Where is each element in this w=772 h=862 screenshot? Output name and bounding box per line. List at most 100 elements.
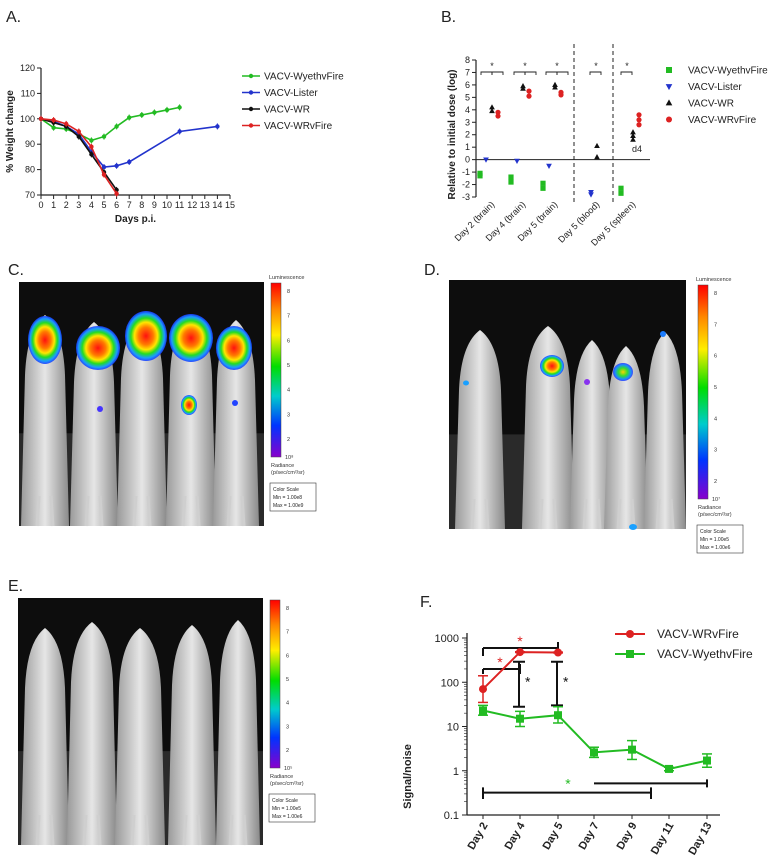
b-point [489,104,495,110]
mouse-body [21,628,69,845]
b-ytick-label: -3 [462,192,470,202]
b-point [514,158,520,165]
mouse-leg [96,814,102,846]
b-point [540,180,546,186]
b-ytick-label: 5 [465,92,470,102]
a-ytick-label: 90 [25,139,35,149]
mouse [168,625,216,846]
color-scale-tick: 6 [286,653,289,659]
f-category-label: Day 7 [577,821,602,852]
mouse [455,330,505,530]
b-ytick-label: 0 [465,155,470,165]
a-legend-label: VACV-WRvFire [264,121,333,132]
imaging-panel-d: Luminescence 8 7 6 5 4 3 2 10⁷ Radiance(p/sec/cm²… [449,277,744,554]
color-scale-tick: 3 [714,448,717,454]
color-scale-tick: 6 [287,338,290,344]
f-point [628,745,636,754]
color-scale-min: Min = 1.00e5 [700,537,729,543]
panel-letter-d: D. [424,262,440,279]
mouse-leg [35,495,41,527]
f-bracket-day5 [551,660,563,707]
color-scale-bottom: 10⁷ [712,496,720,503]
color-scale-unit-detail: (p/sec/cm²/sr) [698,512,732,518]
f-point [479,706,487,715]
mouse-body [21,315,69,526]
color-scale-tick: 2 [286,748,289,754]
b-point [508,174,514,180]
a-xtick-label: 13 [200,200,210,210]
mouse-leg [182,814,188,846]
b-legend-label: VACV-WR [688,99,734,110]
a-legend-marker [248,90,254,95]
color-scale-box [696,524,744,554]
b-point [526,93,532,99]
b-point [477,173,483,179]
color-scale-box [269,482,317,512]
color-scale-tick: 7 [714,322,717,328]
luminescence-signal [463,380,469,386]
b-ytick-label: 8 [465,55,470,65]
b-point [495,109,501,115]
f-ylabel: Signal/noise [402,744,414,809]
b-ytick-label: 4 [465,105,470,115]
color-scale-bar [697,284,709,500]
a-xtick-label: 14 [212,200,222,210]
f-ytick-label: 100 [441,677,459,689]
a-legend-marker [248,73,254,79]
color-scale-unit: Radiance [270,774,293,780]
mouse-leg [655,498,661,530]
mouse-leg [538,498,544,530]
mouse [67,622,117,846]
mouse-leg [35,814,41,846]
mouse-leg [146,495,152,527]
luminescence-signal [97,406,103,412]
color-scale-max: Max = 1.00e9 [273,503,304,509]
luminescence-signal [181,395,197,415]
mouse-leg [144,814,150,846]
a-xtick-label: 12 [187,200,197,210]
f-star-red-1: * [497,654,503,670]
luminescence-signal [28,316,62,364]
mouse [70,322,118,527]
mouse-leg [242,814,248,846]
b-sig-bracket [480,71,493,75]
f-legend-marker [626,650,634,658]
f-point [554,711,562,720]
color-scale-unit-detail: (p/sec/cm²/sr) [270,781,304,787]
mouse-leg [82,814,88,846]
color-scale-min: Min = 1.00e5 [272,806,301,812]
b-sig-star: * [523,61,527,71]
b-sig-bracket [491,71,504,75]
b-point [552,84,558,90]
mouse-leg [669,498,675,530]
color-scale-tick: 2 [287,437,290,443]
b-point [558,92,564,98]
luminescence-signal [76,326,120,370]
mouse-body [522,326,574,529]
b-point [630,129,636,135]
b-point [618,190,624,196]
b-sig-bracket [524,71,537,75]
f-category-label: Day 2 [466,821,491,852]
panel-letter-e: E. [8,578,23,595]
b-ytick-label: 1 [465,142,470,152]
b-legend-marker [666,67,672,73]
luminescence-signal [169,314,213,362]
mouse-leg [616,498,622,530]
b-point [636,122,642,128]
b-point [546,163,552,169]
mouse-leg [196,814,202,846]
a-ytick-label: 80 [25,165,35,175]
luminescence-signal [660,331,666,337]
b-sig-bracket [545,71,558,75]
b-point [520,85,526,91]
color-scale-tick: 3 [286,724,289,730]
f-point [516,648,524,657]
mouse-leg [228,814,234,846]
b-ytick-label: 2 [465,130,470,140]
b-ytick-label: -2 [462,180,470,190]
luminescence-signal [125,311,167,361]
a-xtick-label: 6 [114,200,119,210]
mouse-body [115,628,165,845]
color-scale-unit-detail: (p/sec/cm²/sr) [271,470,305,476]
